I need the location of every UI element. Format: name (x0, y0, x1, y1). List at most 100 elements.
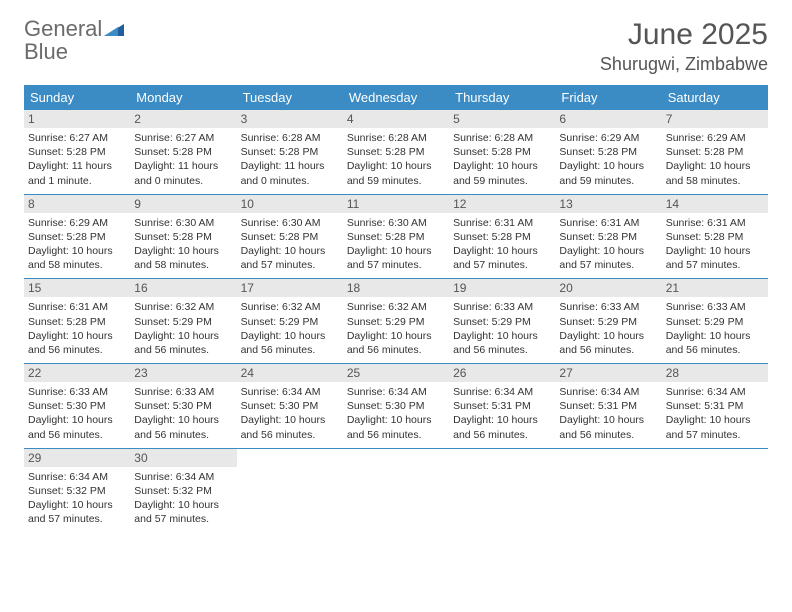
logo-text-block: General Blue (24, 18, 124, 64)
day-number: 23 (130, 364, 236, 382)
day-info: Sunrise: 6:33 AMSunset: 5:29 PMDaylight:… (666, 300, 764, 357)
day-info: Sunrise: 6:30 AMSunset: 5:28 PMDaylight:… (134, 216, 232, 273)
day-info: Sunrise: 6:32 AMSunset: 5:29 PMDaylight:… (134, 300, 232, 357)
day-number: 27 (555, 364, 661, 382)
day-number: 26 (449, 364, 555, 382)
day-number: 12 (449, 195, 555, 213)
day-info: Sunrise: 6:31 AMSunset: 5:28 PMDaylight:… (453, 216, 551, 273)
day-info: Sunrise: 6:33 AMSunset: 5:29 PMDaylight:… (453, 300, 551, 357)
day-info: Sunrise: 6:27 AMSunset: 5:28 PMDaylight:… (134, 131, 232, 188)
day-cell: 11 Sunrise: 6:30 AMSunset: 5:28 PMDayligh… (343, 195, 449, 279)
day-cell: . (343, 449, 449, 533)
day-info: Sunrise: 6:33 AMSunset: 5:30 PMDaylight:… (134, 385, 232, 442)
day-info: Sunrise: 6:32 AMSunset: 5:29 PMDaylight:… (347, 300, 445, 357)
day-cell: 14 Sunrise: 6:31 AMSunset: 5:28 PMDayligh… (662, 195, 768, 279)
day-number: 17 (237, 279, 343, 297)
day-number: 22 (24, 364, 130, 382)
day-cell: 18 Sunrise: 6:32 AMSunset: 5:29 PMDayligh… (343, 279, 449, 363)
day-info: Sunrise: 6:33 AMSunset: 5:29 PMDaylight:… (559, 300, 657, 357)
day-cell: 24 Sunrise: 6:34 AMSunset: 5:30 PMDayligh… (237, 364, 343, 448)
day-info: Sunrise: 6:34 AMSunset: 5:32 PMDaylight:… (28, 470, 126, 527)
day-number: 4 (343, 110, 449, 128)
day-number: 18 (343, 279, 449, 297)
day-number: 14 (662, 195, 768, 213)
logo-triangle-icon (104, 22, 124, 41)
day-cell: 29 Sunrise: 6:34 AMSunset: 5:32 PMDayligh… (24, 449, 130, 533)
day-number: 24 (237, 364, 343, 382)
day-info: Sunrise: 6:31 AMSunset: 5:28 PMDaylight:… (559, 216, 657, 273)
day-header: Saturday (662, 85, 768, 110)
day-cell: 1 Sunrise: 6:27 AMSunset: 5:28 PMDaylight… (24, 110, 130, 194)
day-cell: 26 Sunrise: 6:34 AMSunset: 5:31 PMDayligh… (449, 364, 555, 448)
day-cell: . (449, 449, 555, 533)
logo-word1: General (24, 16, 102, 41)
day-info: Sunrise: 6:30 AMSunset: 5:28 PMDaylight:… (347, 216, 445, 273)
day-cell: . (237, 449, 343, 533)
day-cell: 12 Sunrise: 6:31 AMSunset: 5:28 PMDayligh… (449, 195, 555, 279)
title-block: June 2025 Shurugwi, Zimbabwe (600, 18, 768, 75)
day-cell: 3Sunrise: 6:28 AMSunset: 5:28 PMDaylight… (237, 110, 343, 194)
week-row: 29Sunrise: 6:34 AMSunset: 5:32 PMDayligh… (24, 449, 768, 533)
week-row: 22Sunrise: 6:33 AMSunset: 5:30 PMDayligh… (24, 364, 768, 449)
day-info: Sunrise: 6:27 AMSunset: 5:28 PMDaylight:… (28, 131, 126, 188)
logo: General Blue (24, 18, 124, 64)
day-cell: 7Sunrise: 6:29 AMSunset: 5:28 PMDaylight… (662, 110, 768, 194)
day-cell: 9 Sunrise: 6:30 AMSunset: 5:28 PMDaylight… (130, 195, 236, 279)
day-cell: 5Sunrise: 6:28 AMSunset: 5:28 PMDaylight… (449, 110, 555, 194)
day-number: 6 (555, 110, 661, 128)
week-row: 8 Sunrise: 6:29 AMSunset: 5:28 PMDaylight… (24, 195, 768, 280)
day-info: Sunrise: 6:29 AMSunset: 5:28 PMDaylight:… (559, 131, 657, 188)
day-cell: 6 Sunrise: 6:29 AMSunset: 5:28 PMDaylight… (555, 110, 661, 194)
day-header: Sunday (24, 85, 130, 110)
day-cell: 25 Sunrise: 6:34 AMSunset: 5:30 PMDayligh… (343, 364, 449, 448)
day-header: Wednesday (343, 85, 449, 110)
day-info: Sunrise: 6:31 AMSunset: 5:28 PMDaylight:… (666, 216, 764, 273)
day-header: Thursday (449, 85, 555, 110)
day-info: Sunrise: 6:29 AMSunset: 5:28 PMDaylight:… (666, 131, 764, 188)
day-info: Sunrise: 6:28 AMSunset: 5:28 PMDaylight:… (347, 131, 445, 188)
day-number: 28 (662, 364, 768, 382)
day-cell: 22 Sunrise: 6:33 AMSunset: 5:30 PMDayligh… (24, 364, 130, 448)
day-info: Sunrise: 6:34 AMSunset: 5:31 PMDaylight:… (453, 385, 551, 442)
day-cell: 4 Sunrise: 6:28 AMSunset: 5:28 PMDaylight… (343, 110, 449, 194)
day-info: Sunrise: 6:34 AMSunset: 5:32 PMDaylight:… (134, 470, 232, 527)
week-row: 15Sunrise: 6:31 AMSunset: 5:28 PMDayligh… (24, 279, 768, 364)
day-number: 8 (24, 195, 130, 213)
day-number: 11 (343, 195, 449, 213)
day-info: Sunrise: 6:32 AMSunset: 5:29 PMDaylight:… (241, 300, 339, 357)
day-number: 1 (24, 110, 130, 128)
day-info: Sunrise: 6:34 AMSunset: 5:31 PMDaylight:… (559, 385, 657, 442)
day-number: 13 (555, 195, 661, 213)
day-info: Sunrise: 6:34 AMSunset: 5:30 PMDaylight:… (241, 385, 339, 442)
day-info: Sunrise: 6:28 AMSunset: 5:28 PMDaylight:… (241, 131, 339, 188)
day-cell: 21Sunrise: 6:33 AMSunset: 5:29 PMDayligh… (662, 279, 768, 363)
day-number: 9 (130, 195, 236, 213)
day-number: 2 (130, 110, 236, 128)
day-info: Sunrise: 6:31 AMSunset: 5:28 PMDaylight:… (28, 300, 126, 357)
day-cell: 27 Sunrise: 6:34 AMSunset: 5:31 PMDayligh… (555, 364, 661, 448)
day-number: 19 (449, 279, 555, 297)
day-info: Sunrise: 6:28 AMSunset: 5:28 PMDaylight:… (453, 131, 551, 188)
day-cell: 20Sunrise: 6:33 AMSunset: 5:29 PMDayligh… (555, 279, 661, 363)
day-header: Tuesday (237, 85, 343, 110)
day-info: Sunrise: 6:33 AMSunset: 5:30 PMDaylight:… (28, 385, 126, 442)
day-cell: 10 Sunrise: 6:30 AMSunset: 5:28 PMDayligh… (237, 195, 343, 279)
day-info: Sunrise: 6:30 AMSunset: 5:28 PMDaylight:… (241, 216, 339, 273)
day-cell: 13 Sunrise: 6:31 AMSunset: 5:28 PMDayligh… (555, 195, 661, 279)
day-info: Sunrise: 6:34 AMSunset: 5:30 PMDaylight:… (347, 385, 445, 442)
day-number: 16 (130, 279, 236, 297)
day-cell: 19 Sunrise: 6:33 AMSunset: 5:29 PMDayligh… (449, 279, 555, 363)
day-cell: 8 Sunrise: 6:29 AMSunset: 5:28 PMDaylight… (24, 195, 130, 279)
day-info: Sunrise: 6:34 AMSunset: 5:31 PMDaylight:… (666, 385, 764, 442)
day-cell: 17 Sunrise: 6:32 AMSunset: 5:29 PMDayligh… (237, 279, 343, 363)
calendar: Sunday Monday Tuesday Wednesday Thursday… (24, 85, 768, 532)
day-header: Monday (130, 85, 236, 110)
logo-word2: Blue (24, 39, 68, 64)
day-info: Sunrise: 6:29 AMSunset: 5:28 PMDaylight:… (28, 216, 126, 273)
day-number: 30 (130, 449, 236, 467)
day-cell: . (662, 449, 768, 533)
day-number: 10 (237, 195, 343, 213)
day-header: Friday (555, 85, 661, 110)
day-number: 29 (24, 449, 130, 467)
day-number: 25 (343, 364, 449, 382)
